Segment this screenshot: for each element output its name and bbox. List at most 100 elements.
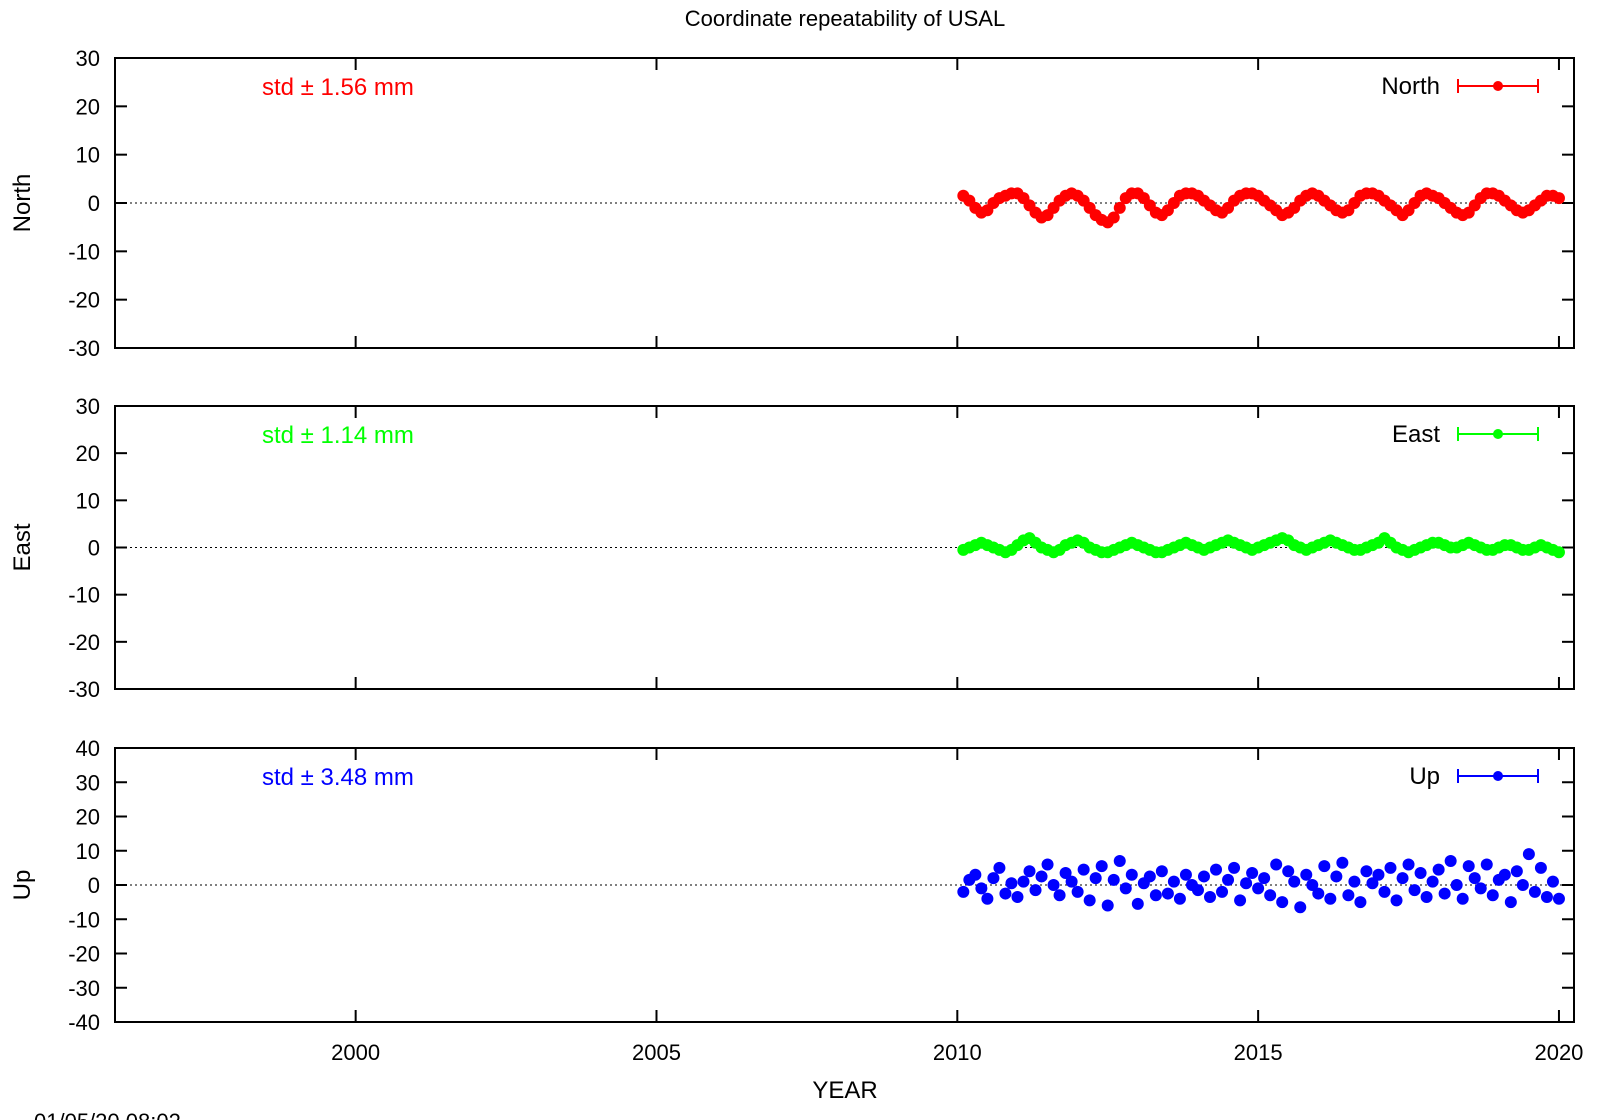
- up-data-point: [1372, 868, 1385, 881]
- up-data-point: [1552, 892, 1565, 905]
- up-ytick-label: -30: [68, 976, 100, 1001]
- up-data-point: [1336, 856, 1349, 869]
- north-legend-label: North: [1381, 73, 1440, 100]
- up-data-point: [1065, 875, 1078, 888]
- up-data-point: [1300, 868, 1313, 881]
- north-ytick-label: 0: [88, 191, 100, 216]
- up-data-point: [1486, 889, 1499, 902]
- up-data-point: [999, 887, 1012, 900]
- up-data-point: [1438, 887, 1451, 900]
- up-data-point: [981, 892, 994, 905]
- up-legend-symbol: [1457, 769, 1539, 783]
- east-ytick-label: -20: [68, 630, 100, 655]
- up-data-point: [969, 868, 982, 881]
- up-data-point: [1101, 899, 1114, 912]
- north-data-point: [1107, 211, 1120, 224]
- up-data-point: [1264, 889, 1277, 902]
- up-ytick-label: -40: [68, 1010, 100, 1035]
- up-data-point: [1480, 858, 1493, 871]
- up-data-point: [1029, 884, 1042, 897]
- up-data-point: [1155, 865, 1168, 878]
- up-ytick-label: 20: [76, 805, 100, 830]
- up-data-point: [1083, 894, 1096, 907]
- up-data-point: [1474, 882, 1487, 895]
- up-data-point: [1276, 896, 1289, 909]
- east-panel: -30 -20 -10 0 10 20 30 East std ± 1.14 mm East: [9, 394, 1575, 702]
- up-data-point: [1414, 867, 1427, 880]
- xtick-label: 2005: [632, 1040, 681, 1065]
- north-ytick-label: 30: [76, 46, 100, 71]
- up-std-annotation: std ± 3.48 mm: [262, 764, 414, 791]
- up-ytick-label: -20: [68, 942, 100, 967]
- up-data-point: [1270, 858, 1283, 871]
- east-legend-label: East: [1392, 421, 1440, 448]
- up-data-point: [1504, 896, 1517, 909]
- up-data-point: [1510, 865, 1523, 878]
- up-data-point: [1005, 877, 1018, 890]
- north-data-point: [1113, 201, 1126, 214]
- up-data-point: [1041, 858, 1054, 871]
- east-series-points: [957, 532, 1565, 559]
- east-ytick-label: -10: [68, 583, 100, 608]
- up-data-point: [1426, 875, 1439, 888]
- east-ytick-label: 10: [76, 488, 100, 513]
- north-ytick-label: 20: [76, 94, 100, 119]
- up-data-point: [1167, 875, 1180, 888]
- up-ytick-label: 40: [76, 736, 100, 761]
- up-data-point: [1011, 890, 1024, 903]
- up-data-point: [1204, 890, 1217, 903]
- up-data-point: [1234, 894, 1247, 907]
- up-data-point: [1258, 872, 1271, 885]
- chart-title: Coordinate repeatability of USAL: [685, 6, 1005, 31]
- north-ytick-label: -10: [68, 239, 100, 264]
- x-axis: 2000 2005 2010 2015 2020: [331, 58, 1583, 1065]
- up-data-point: [1210, 863, 1223, 876]
- up-data-point: [1288, 875, 1301, 888]
- up-data-point: [1107, 873, 1120, 886]
- up-data-point: [1366, 877, 1379, 890]
- up-data-point: [1197, 870, 1210, 883]
- up-data-point: [1119, 882, 1132, 895]
- up-data-point: [1149, 889, 1162, 902]
- up-data-point: [1131, 897, 1144, 910]
- up-legend-label: Up: [1409, 763, 1440, 790]
- north-series-points: [957, 187, 1565, 229]
- up-data-point: [1528, 885, 1541, 898]
- north-legend-symbol: [1457, 79, 1539, 93]
- up-data-point: [1023, 865, 1036, 878]
- up-data-point: [1468, 872, 1481, 885]
- up-data-point: [1342, 889, 1355, 902]
- up-data-point: [1282, 865, 1295, 878]
- up-data-point: [987, 872, 1000, 885]
- up-data-point: [1318, 860, 1331, 873]
- up-series-points: [957, 848, 1565, 914]
- up-data-point: [1396, 872, 1409, 885]
- xtick-label: 2020: [1534, 1040, 1583, 1065]
- up-data-point: [1462, 860, 1475, 873]
- up-data-point: [1161, 887, 1174, 900]
- up-data-point: [1450, 879, 1463, 891]
- up-ylabel: Up: [9, 870, 36, 901]
- north-std-annotation: std ± 1.56 mm: [262, 74, 414, 101]
- north-ytick-label: 10: [76, 143, 100, 168]
- up-data-point: [1240, 877, 1253, 890]
- x-axis-label: YEAR: [812, 1077, 877, 1104]
- up-data-point: [1222, 873, 1235, 886]
- east-legend-symbol: [1457, 427, 1539, 441]
- up-data-point: [1228, 861, 1241, 874]
- xtick-label: 2010: [933, 1040, 982, 1065]
- up-data-point: [1330, 870, 1343, 883]
- up-data-point: [1354, 896, 1367, 909]
- up-ytick-label: 10: [76, 839, 100, 864]
- up-data-point: [1498, 868, 1511, 881]
- up-data-point: [1456, 892, 1469, 905]
- east-ytick-label: 0: [88, 536, 100, 561]
- up-data-point: [1546, 875, 1559, 888]
- up-data-point: [1360, 865, 1373, 878]
- up-data-point: [1294, 901, 1307, 914]
- north-ylabel: North: [9, 174, 36, 233]
- east-std-annotation: std ± 1.14 mm: [262, 422, 414, 449]
- up-ytick-label: 0: [88, 873, 100, 898]
